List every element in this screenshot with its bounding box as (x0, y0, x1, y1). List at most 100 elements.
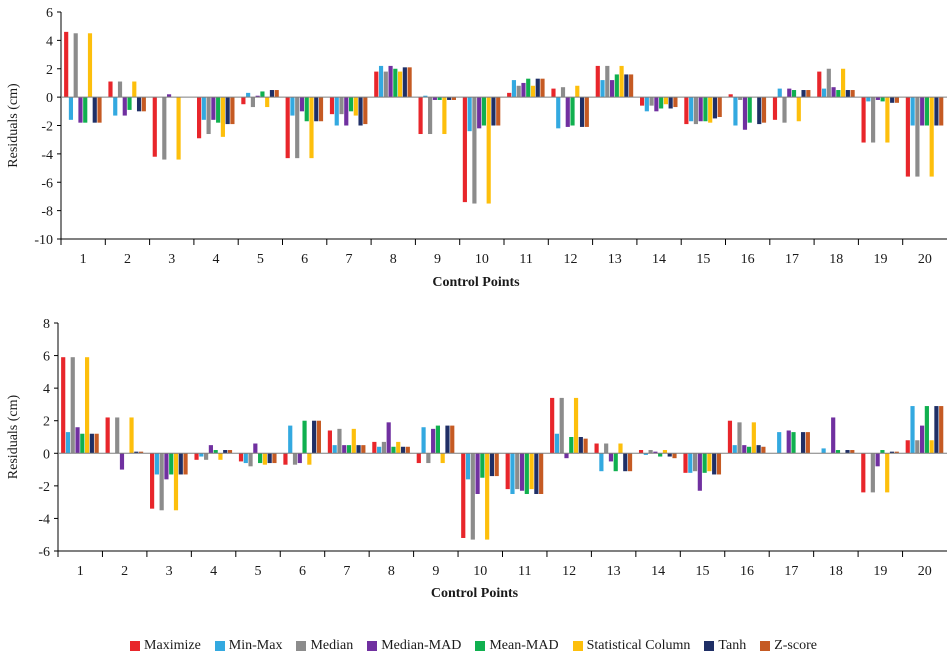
bar-median-mad-12 (565, 97, 570, 127)
bar-mean-mad-2 (127, 97, 132, 110)
bar-z-score-16 (761, 97, 767, 123)
bar-tanh-11 (535, 78, 540, 98)
bar-mean-mad-16 (747, 97, 752, 123)
y-tick-label: 8 (43, 317, 50, 332)
bar-maximize-1 (61, 357, 66, 454)
legend-item-maximize: Maximize (130, 638, 201, 654)
bar-statistical-column-3 (176, 97, 181, 160)
x-tick-label: 1 (77, 564, 84, 579)
bar-min-max-15 (689, 97, 694, 122)
bar-median-mad-8 (388, 65, 393, 98)
bar-median-mad-5 (253, 443, 258, 454)
bar-min-max-9 (423, 95, 428, 98)
chart-legend: Maximize Min-Max Median Median-MAD Mean-MAD S… (0, 636, 947, 656)
x-tick-label: 3 (166, 564, 173, 579)
bar-median-19 (870, 453, 875, 493)
bar-min-max-13 (600, 80, 605, 98)
bar-statistical-column-20 (929, 440, 934, 454)
bar-tanh-1 (92, 97, 97, 123)
bar-maximize-7 (327, 430, 332, 454)
bar-z-score-9 (450, 425, 455, 454)
bar-median-6 (295, 97, 300, 159)
y-tick-label: -6 (38, 545, 50, 560)
bar-median-mad-14 (653, 451, 658, 454)
bar-median-15 (693, 97, 698, 125)
bar-z-score-15 (717, 97, 722, 117)
bar-min-max-7 (334, 97, 339, 126)
bar-mean-mad-19 (880, 97, 885, 102)
bar-median-mad-3 (164, 453, 169, 480)
bar-median-mad-7 (342, 445, 347, 454)
bar-median-mad-12 (564, 453, 569, 459)
bar-z-score-11 (539, 453, 544, 494)
bar-median-mad-1 (78, 97, 83, 123)
x-tick-label: 16 (741, 252, 755, 267)
bar-median-3 (162, 97, 167, 160)
bar-statistical-column-15 (708, 97, 713, 123)
bar-maximize-12 (550, 397, 555, 454)
bar-z-score-13 (627, 453, 633, 472)
bar-maximize-10 (461, 453, 466, 538)
legend-swatch (475, 641, 486, 651)
bar-median-8 (381, 441, 386, 454)
y-tick-label: 2 (46, 63, 53, 78)
x-tick-label: 20 (918, 564, 932, 579)
bar-mean-mad-14 (658, 453, 663, 457)
bar-maximize-5 (241, 97, 246, 105)
x-tick-label: 9 (432, 564, 439, 579)
x-tick-label: 5 (255, 564, 262, 579)
bar-statistical-column-8 (396, 441, 401, 454)
bar-min-max-20 (910, 406, 915, 454)
bar-mean-mad-12 (570, 97, 575, 126)
bar-median-8 (383, 71, 388, 98)
y-tick-label: 2 (43, 415, 50, 430)
x-tick-label: 10 (473, 564, 487, 579)
bar-min-max-17 (777, 88, 782, 98)
bar-statistical-column-14 (663, 97, 668, 105)
bar-min-max-8 (377, 446, 382, 454)
bar-mean-mad-11 (526, 78, 531, 98)
bar-mean-mad-10 (481, 97, 487, 126)
bar-tanh-15 (712, 453, 717, 475)
bar-min-max-12 (556, 97, 561, 129)
bar-min-max-17 (777, 432, 782, 454)
x-tick-label: 17 (784, 564, 798, 579)
bar-tanh-14 (667, 453, 672, 457)
bar-statistical-column-19 (885, 453, 890, 493)
bar-tanh-9 (447, 97, 452, 100)
bar-z-score-6 (318, 97, 324, 122)
bar-median-mad-1 (75, 427, 80, 454)
bar-statistical-column-7 (353, 97, 358, 116)
x-tick-label: 8 (390, 252, 397, 267)
bar-z-score-8 (407, 67, 412, 98)
bar-median-2 (117, 81, 123, 98)
bar-maximize-13 (594, 443, 599, 454)
bar-tanh-6 (314, 97, 319, 122)
bar-mean-mad-1 (80, 433, 85, 454)
bar-median-mad-13 (608, 453, 614, 462)
bar-median-mad-11 (519, 453, 525, 491)
x-tick-label: 15 (696, 252, 710, 267)
bar-statistical-column-14 (662, 450, 668, 454)
bar-statistical-column-1 (85, 357, 90, 454)
bar-median-6 (292, 453, 298, 465)
bar-median-9 (428, 97, 433, 135)
y-tick-label: -10 (34, 233, 53, 248)
bar-tanh-10 (491, 97, 496, 126)
bar-min-max-9 (421, 427, 426, 454)
bar-statistical-column-12 (573, 397, 579, 454)
bar-z-score-13 (629, 74, 634, 98)
x-tick-label: 19 (873, 564, 887, 579)
bar-maximize-5 (238, 453, 244, 462)
bar-mean-mad-5 (258, 453, 263, 464)
bar-mean-mad-8 (391, 446, 396, 454)
bar-median-mad-7 (344, 97, 349, 126)
bar-mean-mad-13 (613, 453, 618, 472)
x-tick-label: 12 (562, 564, 576, 579)
legend-swatch (760, 641, 771, 651)
bar-tanh-7 (358, 97, 363, 126)
bar-mean-mad-4 (216, 97, 221, 123)
bar-min-max-10 (467, 97, 472, 132)
